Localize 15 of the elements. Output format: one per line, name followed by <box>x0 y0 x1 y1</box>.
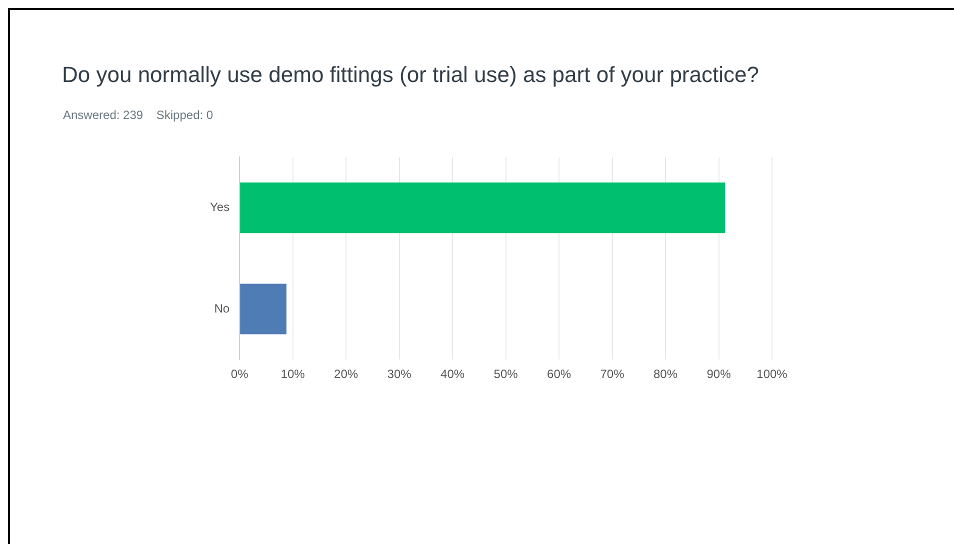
x-tick-label: 10% <box>280 367 306 382</box>
y-tick-label: No <box>214 301 230 316</box>
chart-title: Do you normally use demo fittings (or trial use) as part of your practice? <box>62 62 759 88</box>
y-tick-label: Yes <box>210 200 230 214</box>
x-tick-label: 60% <box>547 367 572 382</box>
x-tick-label: 90% <box>706 367 732 382</box>
x-tick-label: 0% <box>230 367 249 382</box>
x-tick-label: 100% <box>756 367 788 382</box>
x-tick-label: 20% <box>334 367 358 382</box>
text: Answered: 239 Skipped: 0 <box>63 108 214 122</box>
x-tick-label: 30% <box>387 367 412 382</box>
x-tick-label: 40% <box>440 367 465 382</box>
x-tick-label: 50% <box>494 367 518 382</box>
x-tick-label: 80% <box>654 367 678 382</box>
x-tick-label: 70% <box>600 367 625 382</box>
